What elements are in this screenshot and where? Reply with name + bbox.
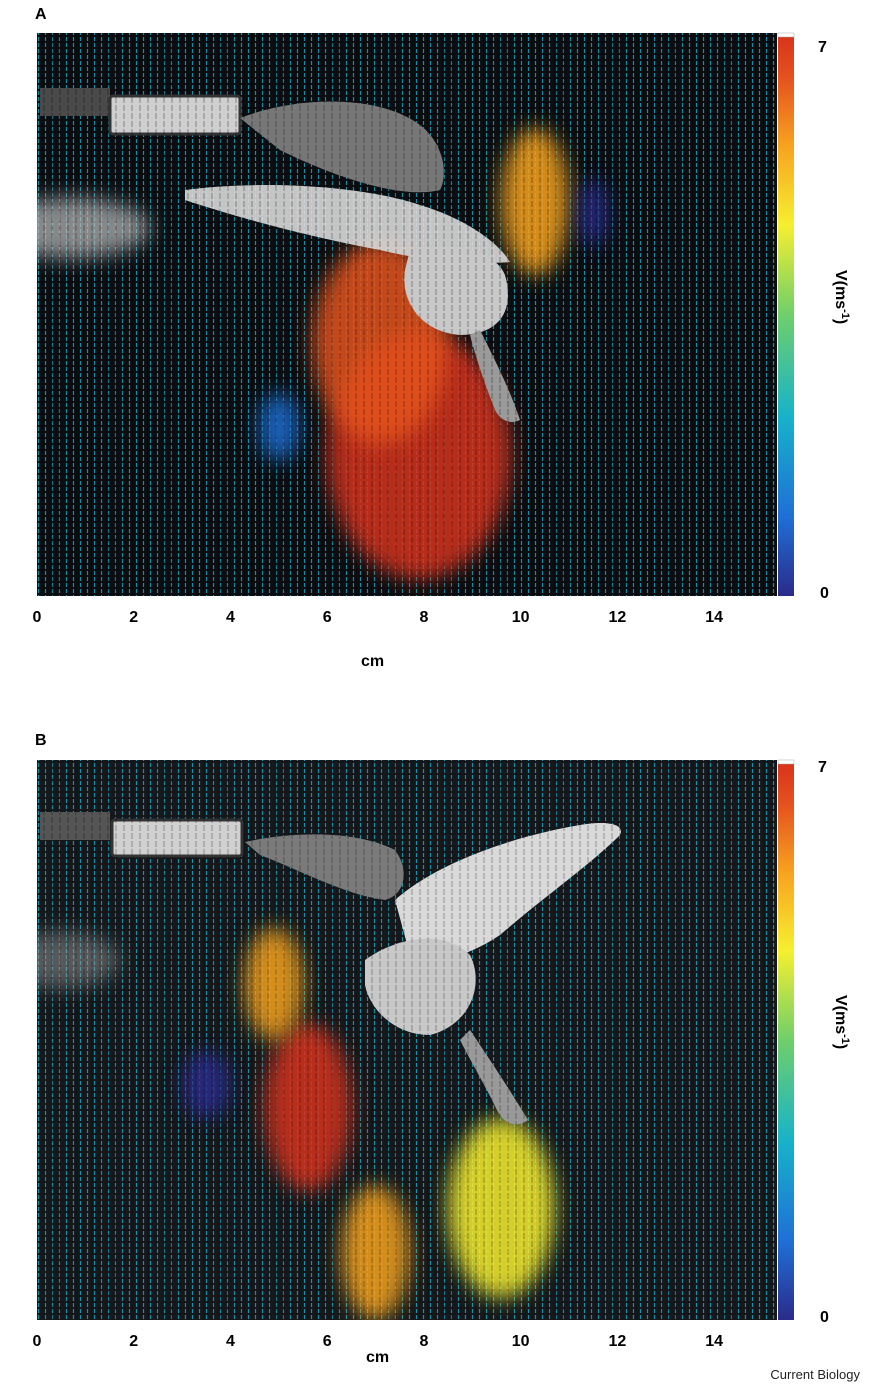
x-tick-label: 14 <box>705 609 723 626</box>
x-tick-label: 12 <box>608 1333 626 1350</box>
x-tick-label: 6 <box>323 1333 332 1350</box>
panel-b-colorbar-min: 0 <box>820 1309 829 1326</box>
x-tick-label: 2 <box>129 1333 138 1350</box>
x-tick-label: 8 <box>419 1333 428 1350</box>
panel-a-colorbar-label: V(ms-1) <box>832 270 851 324</box>
panel-a-x-label: cm <box>361 653 384 670</box>
x-tick-label: 8 <box>419 609 428 626</box>
panel-b-colorbar <box>778 760 794 1320</box>
x-tick-label: 4 <box>226 609 235 626</box>
x-tick-label: 14 <box>705 1333 723 1350</box>
x-tick-label: 0 <box>33 609 42 626</box>
x-tick-label: 12 <box>608 609 626 626</box>
x-tick-label: 0 <box>33 1333 42 1350</box>
panel-a: 7 0 V(ms-1) 0 2 4 6 8 10 12 14 cm <box>33 32 851 670</box>
panel-b-x-ticks: 0 2 4 6 8 10 12 14 <box>33 1333 724 1350</box>
panel-a-colorbar <box>778 33 794 596</box>
figure-credit: Current Biology <box>770 1367 860 1382</box>
x-tick-label: 10 <box>512 609 530 626</box>
panel-a-colorbar-max: 7 <box>818 39 827 56</box>
panel-letter-a: A <box>35 6 47 23</box>
panel-b-x-label: cm <box>366 1349 389 1366</box>
panel-b-colorbar-label: V(ms-1) <box>832 995 851 1049</box>
panel-b-colorbar-max: 7 <box>818 759 827 776</box>
x-tick-label: 2 <box>129 609 138 626</box>
x-tick-label: 6 <box>323 609 332 626</box>
x-tick-label: 4 <box>226 1333 235 1350</box>
panel-b: 7 0 V(ms-1) 0 2 4 6 8 10 12 14 cm <box>33 759 851 1366</box>
x-tick-label: 10 <box>512 1333 530 1350</box>
panel-a-x-ticks: 0 2 4 6 8 10 12 14 <box>33 609 724 626</box>
panel-a-colorbar-min: 0 <box>820 585 829 602</box>
panel-letter-b: B <box>35 732 47 749</box>
